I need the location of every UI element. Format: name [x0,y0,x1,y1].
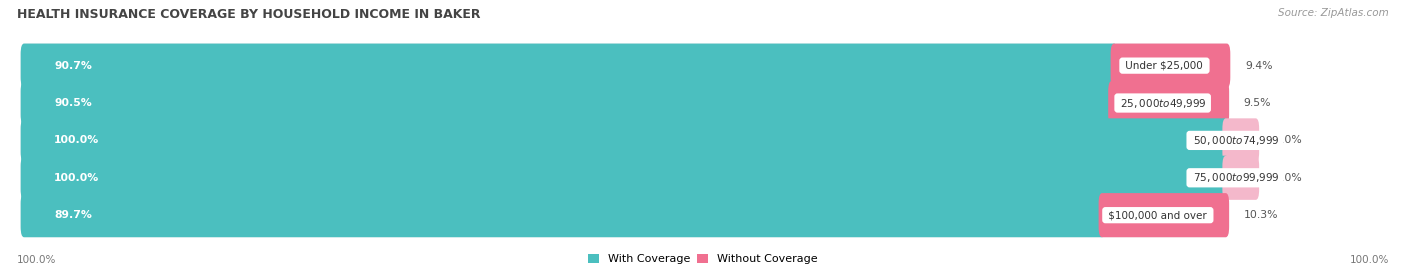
FancyBboxPatch shape [21,193,1105,237]
FancyBboxPatch shape [21,156,1229,200]
FancyBboxPatch shape [1108,81,1229,125]
Text: Under $25,000: Under $25,000 [1122,61,1206,71]
FancyBboxPatch shape [21,43,1229,88]
FancyBboxPatch shape [1222,118,1260,163]
FancyBboxPatch shape [21,81,1115,125]
Text: $50,000 to $74,999: $50,000 to $74,999 [1189,134,1279,147]
FancyBboxPatch shape [21,118,1229,163]
Text: 100.0%: 100.0% [1350,255,1389,265]
FancyBboxPatch shape [21,43,1118,88]
Text: $100,000 and over: $100,000 and over [1105,210,1211,220]
Text: $25,000 to $49,999: $25,000 to $49,999 [1118,96,1208,110]
FancyBboxPatch shape [1098,193,1229,237]
Text: 100.0%: 100.0% [53,135,100,146]
Text: 9.4%: 9.4% [1244,61,1272,71]
Text: HEALTH INSURANCE COVERAGE BY HOUSEHOLD INCOME IN BAKER: HEALTH INSURANCE COVERAGE BY HOUSEHOLD I… [17,8,481,21]
FancyBboxPatch shape [21,81,1229,125]
FancyBboxPatch shape [21,193,1229,237]
Text: Source: ZipAtlas.com: Source: ZipAtlas.com [1278,8,1389,18]
Text: 100.0%: 100.0% [17,255,56,265]
Text: 90.5%: 90.5% [53,98,91,108]
Text: 0.0%: 0.0% [1274,173,1302,183]
Text: 89.7%: 89.7% [53,210,91,220]
FancyBboxPatch shape [21,118,1229,163]
Text: 10.3%: 10.3% [1244,210,1278,220]
Legend: With Coverage, Without Coverage: With Coverage, Without Coverage [588,254,818,264]
FancyBboxPatch shape [1222,156,1260,200]
FancyBboxPatch shape [1111,43,1230,88]
Text: 9.5%: 9.5% [1244,98,1271,108]
Text: $75,000 to $99,999: $75,000 to $99,999 [1189,171,1279,184]
FancyBboxPatch shape [21,156,1229,200]
Text: 0.0%: 0.0% [1274,135,1302,146]
Text: 100.0%: 100.0% [53,173,100,183]
Text: 90.7%: 90.7% [53,61,91,71]
